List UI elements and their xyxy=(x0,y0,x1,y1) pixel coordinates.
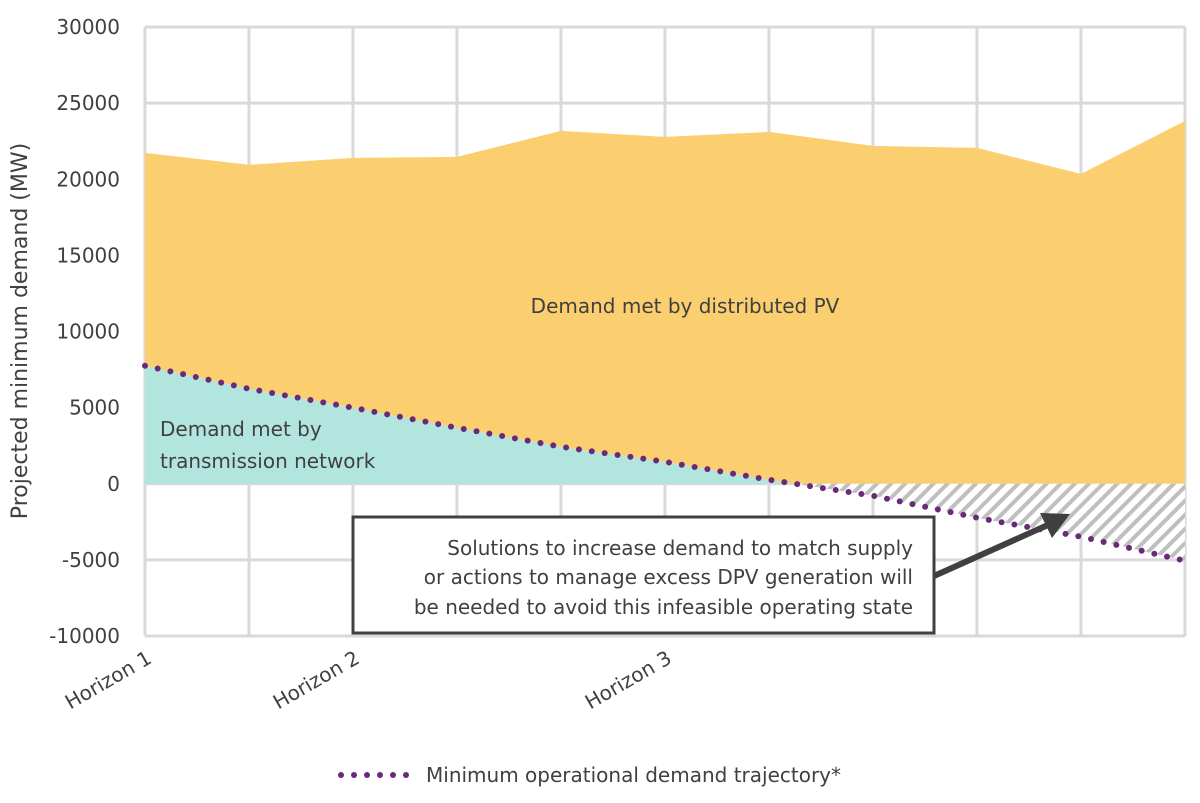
x-tick-label: Horizon 1 xyxy=(61,646,156,715)
y-tick-label: 25000 xyxy=(56,91,120,115)
y-axis-ticks: 30000 25000 20000 15000 10000 5000 0 -5000 -1000… xyxy=(49,15,120,648)
annotation-line-2: or actions to manage excess DPV generati… xyxy=(424,565,913,589)
x-tick-label: Horizon 2 xyxy=(269,646,364,715)
trajectory-line xyxy=(142,362,1188,564)
x-axis-ticks: Horizon 1 Horizon 2 Horizon 3 xyxy=(61,646,676,715)
legend-dot xyxy=(364,772,370,778)
infeasible-area xyxy=(794,483,1185,561)
y-axis-label: Projected minimum demand (MW) xyxy=(8,143,33,519)
legend-dot xyxy=(351,772,357,778)
y-tick-label: 0 xyxy=(107,472,120,496)
x-tick-label: Horizon 3 xyxy=(581,646,676,715)
y-tick-label: 5000 xyxy=(69,396,120,420)
y-tick-label: -10000 xyxy=(49,624,120,648)
pv-area-label: Demand met by distributed PV xyxy=(531,294,840,318)
y-tick-label: 10000 xyxy=(56,320,120,344)
trajectory-dotted-line xyxy=(142,362,1188,564)
transmission-area-label-2: transmission network xyxy=(160,449,376,473)
transmission-area xyxy=(145,365,795,484)
legend: Minimum operational demand trajectory* xyxy=(338,763,841,787)
transmission-area-label-1: Demand met by xyxy=(160,417,322,441)
annotation-line-1: Solutions to increase demand to match su… xyxy=(447,536,913,560)
pv-area xyxy=(145,120,1185,484)
y-tick-label: 30000 xyxy=(56,15,120,39)
annotation-box xyxy=(351,515,936,635)
arrow-head-icon xyxy=(1040,513,1070,538)
annotation-callout: Solutions to increase demand to match su… xyxy=(351,513,1070,635)
legend-dot xyxy=(377,772,383,778)
y-tick-label: -5000 xyxy=(62,548,120,572)
y-tick-label: 15000 xyxy=(56,243,120,267)
legend-dot xyxy=(338,772,344,778)
annotation-arrow xyxy=(932,521,1052,579)
legend-dot xyxy=(403,772,409,778)
areas xyxy=(145,120,1185,561)
legend-label: Minimum operational demand trajectory* xyxy=(426,763,841,787)
legend-dotted-line-icon xyxy=(338,772,409,778)
annotation-line-3: be needed to avoid this infeasible opera… xyxy=(414,595,913,619)
y-tick-label: 20000 xyxy=(56,167,120,191)
legend-dot xyxy=(390,772,396,778)
